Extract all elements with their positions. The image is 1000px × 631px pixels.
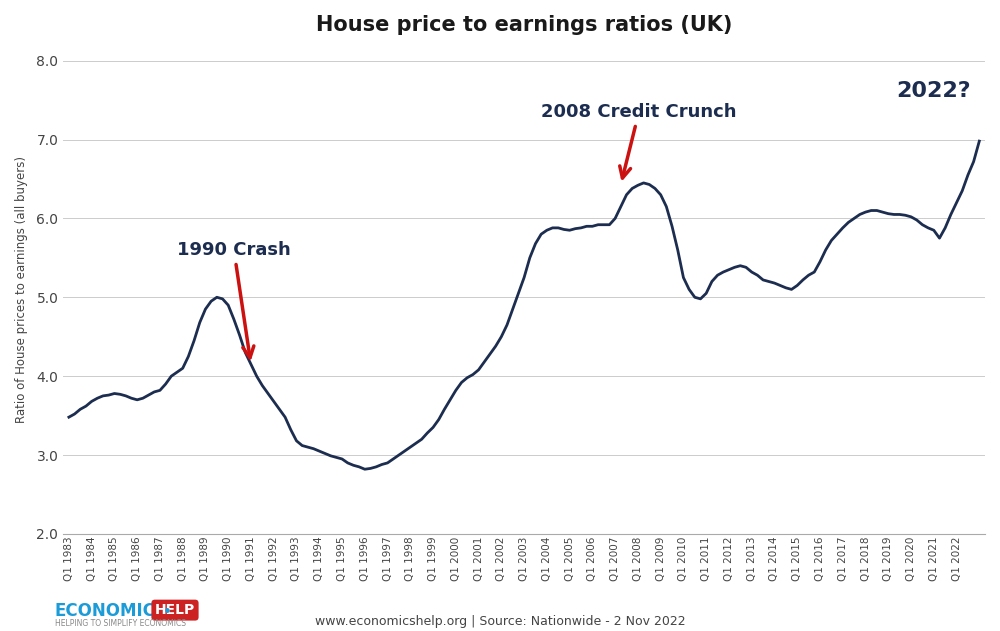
Text: HELPING TO SIMPLIFY ECONOMICS: HELPING TO SIMPLIFY ECONOMICS xyxy=(55,619,186,628)
Text: www.economicshelp.org | Source: Nationwide - 2 Nov 2022: www.economicshelp.org | Source: Nationwi… xyxy=(315,615,685,628)
Text: 2022?: 2022? xyxy=(896,81,971,100)
Text: 1990 Crash: 1990 Crash xyxy=(177,241,291,358)
Title: House price to earnings ratios (UK): House price to earnings ratios (UK) xyxy=(316,15,732,35)
Text: ECONOMICS: ECONOMICS xyxy=(55,601,168,620)
Text: •: • xyxy=(163,604,172,620)
Text: 2008 Credit Crunch: 2008 Credit Crunch xyxy=(541,103,737,178)
Text: HELP: HELP xyxy=(155,603,195,617)
Y-axis label: Ratio of House prices to earnings (all buyers): Ratio of House prices to earnings (all b… xyxy=(15,156,28,423)
